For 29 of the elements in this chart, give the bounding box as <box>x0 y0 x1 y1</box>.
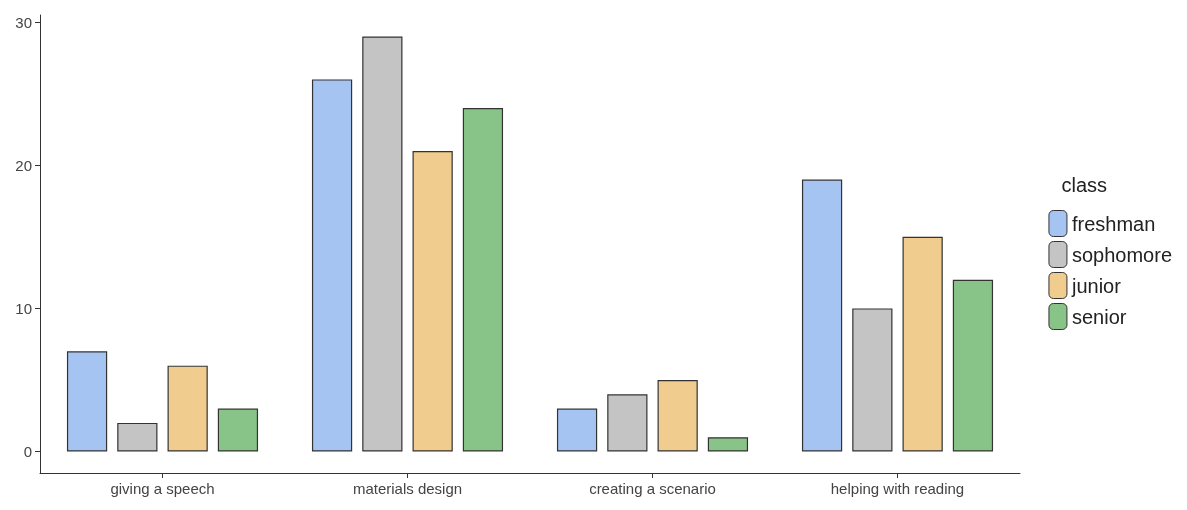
bar <box>852 308 893 452</box>
bar <box>412 150 453 452</box>
x-tick-label: creating a scenario <box>589 480 716 497</box>
bar <box>117 422 158 452</box>
bar <box>707 437 749 452</box>
bar <box>902 236 943 452</box>
bar <box>217 408 259 452</box>
bar <box>66 351 108 452</box>
legend-label: junior <box>1070 274 1122 297</box>
y-tick-label: 0 <box>23 443 32 461</box>
legend-label: freshman <box>1071 212 1156 235</box>
legend-title: class <box>1061 174 1108 196</box>
x-tick-label: helping with reading <box>830 480 965 497</box>
bar <box>801 179 843 452</box>
y-tick-label: 20 <box>15 156 32 174</box>
bar <box>311 79 353 452</box>
legend-label: senior <box>1071 305 1127 328</box>
x-tick-label: materials design <box>352 480 463 497</box>
y-tick-label: 30 <box>15 13 32 31</box>
bar <box>462 108 504 452</box>
bar <box>657 379 698 452</box>
bar <box>607 394 648 452</box>
bar <box>362 36 403 452</box>
legend-label: sophomore <box>1071 243 1172 266</box>
x-tick-label: giving a speech <box>110 480 215 497</box>
bar <box>556 408 598 452</box>
bar <box>952 279 994 452</box>
y-tick-label: 10 <box>15 299 32 317</box>
bar <box>167 365 208 452</box>
